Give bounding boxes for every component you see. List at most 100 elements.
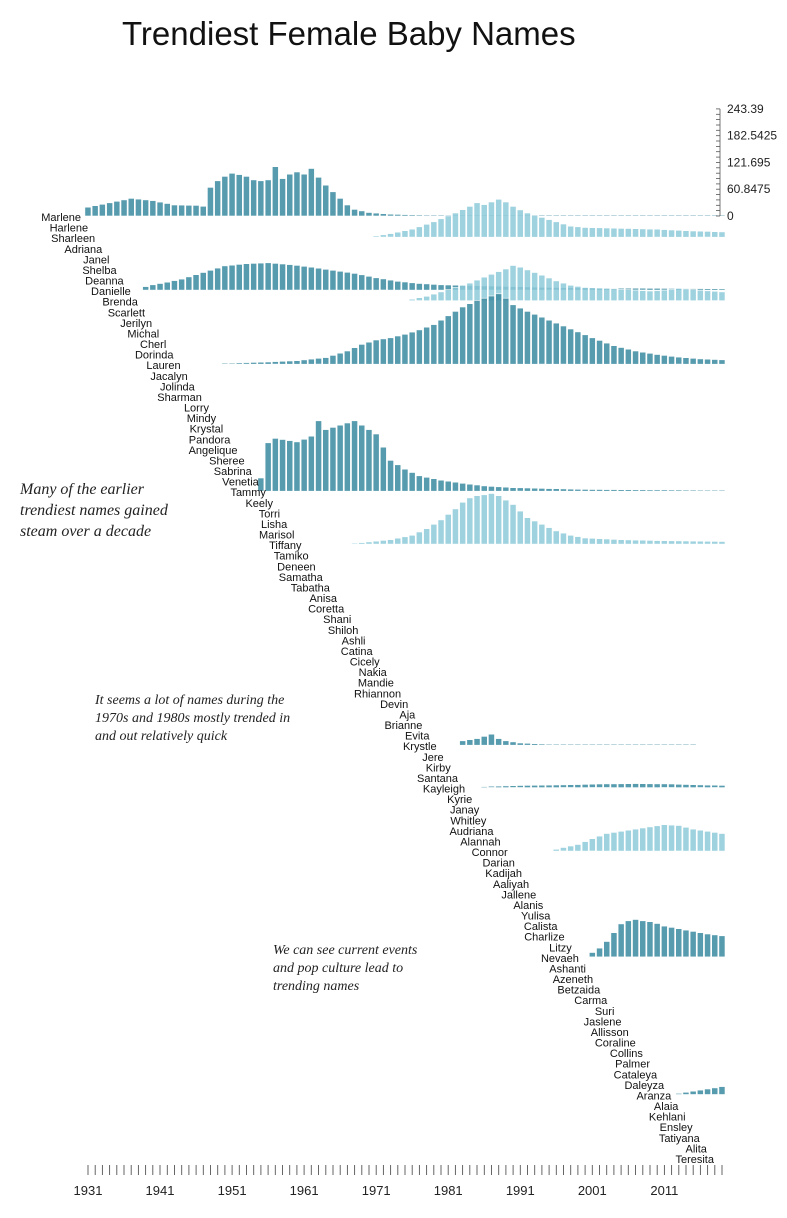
bar-kayleigh-2005 (617, 783, 625, 788)
bar-lauren-1967 (343, 350, 351, 365)
bar-sharleen-1998 (567, 225, 574, 238)
bar-tammy-1966 (336, 424, 344, 492)
bar-brenda-1994 (538, 274, 546, 302)
bar-lauren-2017 (704, 358, 711, 365)
name-label-audriana: Audriana (449, 826, 494, 838)
bar-brenda-1986 (480, 276, 488, 302)
bar-danielle-1979 (430, 284, 438, 291)
bar-tammy-1960 (293, 441, 301, 492)
bar-danielle-1978 (423, 283, 431, 291)
bar-tammy-1990 (509, 487, 517, 492)
name-label-jaslene: Jaslene (584, 1016, 622, 1028)
bar-marlene-1996 (552, 214, 560, 217)
name-label-angelique: Angelique (189, 445, 238, 457)
bar-brenda-1999 (574, 286, 582, 301)
name-label-danielle: Danielle (91, 286, 131, 298)
bar-tammy-1964 (322, 429, 330, 492)
bar-marlene-1954 (250, 179, 258, 217)
bar-marlene-1957 (271, 166, 279, 217)
bar-sharleen-1972 (379, 234, 387, 238)
bar-sharleen-2013 (675, 230, 683, 238)
bar-tammy-2008 (639, 489, 647, 492)
bar-tiffany-2000 (581, 537, 589, 545)
x-tick-label: 1971 (362, 1183, 391, 1198)
bar-kayleigh-1994 (538, 784, 546, 788)
bar-connor-2011 (660, 824, 668, 852)
name-label-brenda: Brenda (102, 297, 138, 309)
bar-tammy-1957 (271, 438, 279, 492)
name-label-collins: Collins (610, 1048, 644, 1060)
bar-kayleigh-2004 (610, 783, 618, 788)
bar-marlene-1945 (185, 205, 193, 217)
bar-marlene-1958 (279, 178, 286, 217)
bar-danielle-1955 (257, 262, 265, 291)
bar-nevaeh-2006 (624, 920, 632, 958)
chart-title: Trendiest Female Baby Names (122, 15, 576, 52)
bar-brenda-2009 (646, 290, 654, 301)
bar-tammy-1975 (401, 468, 409, 492)
bar-brenda-1976 (408, 298, 416, 302)
bar-lauren-2012 (668, 355, 675, 365)
name-label-alaia: Alaia (654, 1101, 679, 1113)
bar-krystle-2014 (682, 743, 690, 746)
bar-marlene-1973 (387, 213, 394, 217)
bar-tiffany-1995 (545, 527, 553, 545)
bar-kayleigh-2018 (711, 784, 719, 788)
bar-tammy-1972 (379, 446, 387, 492)
bar-tiffany-1996 (552, 530, 560, 545)
name-label-darian: Darian (482, 858, 514, 870)
bar-lauren-1956 (264, 361, 272, 365)
bar-tiffany-2003 (603, 538, 611, 545)
bar-tammy-1963 (315, 420, 322, 492)
name-label-nakia: Nakia (359, 667, 388, 679)
bar-marlene-1998 (567, 214, 574, 217)
name-label-anisa: Anisa (309, 593, 337, 605)
bar-tiffany-1989 (502, 499, 510, 545)
name-label-rhiannon: Rhiannon (354, 688, 401, 700)
name-label-connor: Connor (472, 847, 508, 859)
bar-kayleigh-2012 (668, 783, 675, 788)
bar-nevaeh-2003 (603, 941, 611, 958)
name-label-jacalyn: Jacalyn (150, 371, 187, 383)
name-label-sabrina: Sabrina (214, 466, 253, 478)
bar-kayleigh-2001 (588, 783, 596, 788)
bar-marlene-1975 (401, 214, 409, 217)
bar-nevaeh-2015 (689, 931, 697, 958)
bar-connor-2007 (632, 828, 639, 852)
bar-lauren-1969 (358, 344, 366, 365)
bar-connor-2009 (646, 826, 654, 852)
bar-marlene-1956 (264, 179, 272, 217)
bar-brenda-1996 (552, 280, 560, 301)
bar-tammy-1987 (488, 486, 495, 492)
bar-lauren-1968 (351, 347, 358, 365)
bar-kayleigh-1987 (488, 785, 495, 788)
bar-sharleen-1996 (552, 221, 560, 238)
bar-kayleigh-2009 (646, 783, 654, 788)
bar-tammy-1979 (430, 478, 438, 492)
name-label-charlize: Charlize (524, 932, 564, 944)
bar-brenda-1978 (423, 295, 431, 301)
bar-tammy-2017 (704, 489, 711, 492)
bar-lauren-1987 (488, 295, 495, 365)
bar-danielle-2018 (711, 288, 719, 291)
bar-sharleen-1979 (430, 221, 438, 238)
bar-brenda-2002 (596, 287, 603, 302)
bar-tiffany-1981 (444, 514, 452, 545)
bar-sharleen-1993 (531, 214, 538, 238)
bar-lauren-1952 (235, 362, 243, 365)
bar-kayleigh-1989 (502, 785, 510, 788)
bar-sharleen-1973 (387, 233, 394, 238)
bar-danielle-2010 (653, 287, 661, 291)
name-label-lorry: Lorry (184, 403, 210, 415)
bar-brenda-2013 (675, 288, 683, 301)
bar-krystle-1988 (495, 738, 503, 746)
bar-sharleen-2001 (588, 227, 596, 238)
bar-krystle-2007 (632, 743, 639, 746)
name-label-betzaida: Betzaida (557, 985, 601, 997)
bar-lauren-2006 (624, 348, 632, 365)
bar-marlene-1964 (322, 184, 330, 217)
bar-lauren-1980 (437, 319, 445, 365)
bar-sharleen-1992 (524, 212, 531, 238)
bar-marlene-2012 (668, 214, 675, 217)
